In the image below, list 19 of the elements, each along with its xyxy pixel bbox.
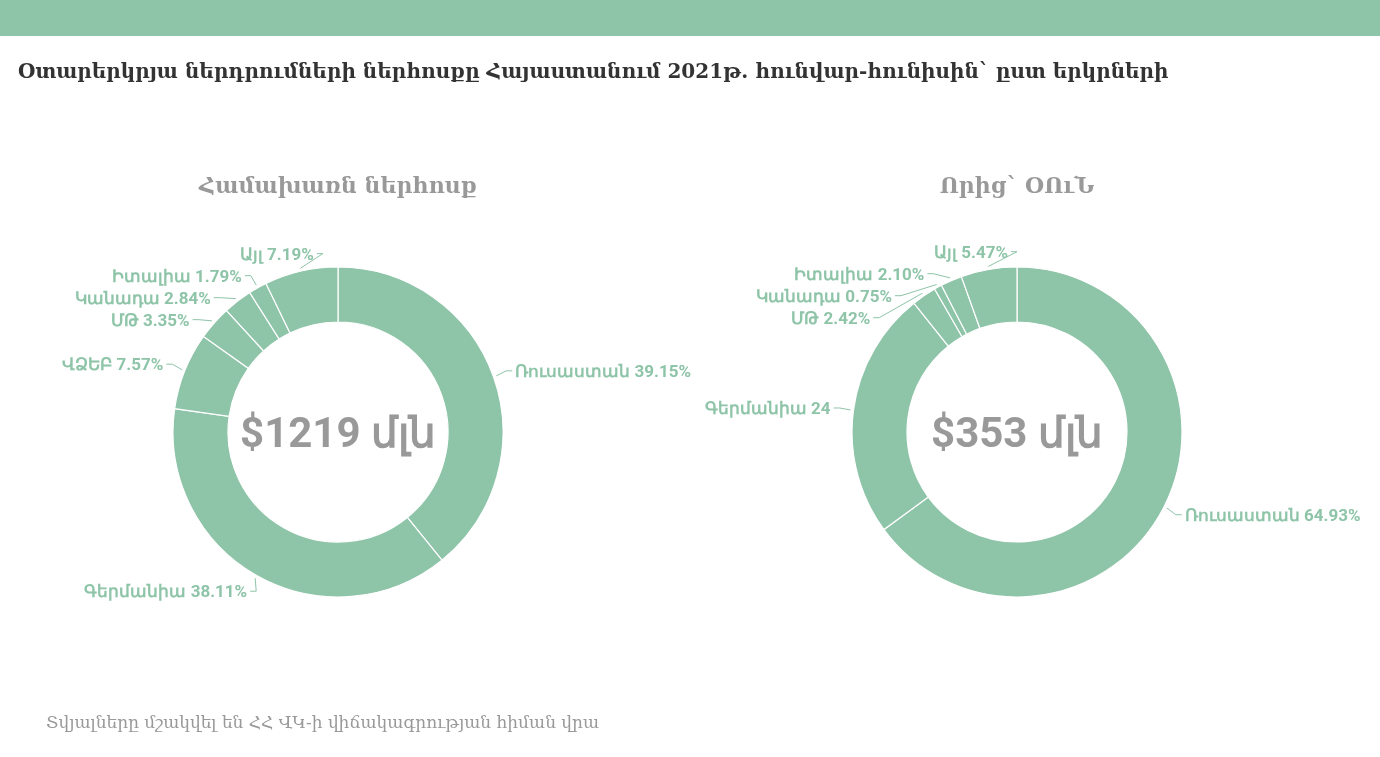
slice-label: Գերմանիա 24	[704, 397, 831, 418]
slice-label: Կանադա 0.75%	[755, 285, 892, 306]
slice-label: Իտալիա 1.79%	[111, 265, 242, 286]
chart-title: Օտարերկրյա ներդրումների ներհոսքը Հայաստանում 2021թ. հունվար-հունիսին` ըստ երկրների	[18, 59, 1169, 83]
slice-label: Այլ 5.47%	[934, 241, 1008, 262]
text: $1219 մլն	[240, 407, 436, 457]
slice-label: Գերմանիա 38.11%	[84, 581, 248, 602]
slice-label: ՎՁԵԲ 7.57%	[62, 354, 164, 375]
slice-label: ՄԹ 3.35%	[110, 309, 190, 330]
chart-subtitle: Համախառն ներհոսք	[198, 172, 477, 198]
chart-subtitle: Որից` ՕՈւՆ	[939, 172, 1095, 198]
text: Տվյալները մշակվել են ՀՀ ՎԿ-ի վիճակագրության հիման վրա	[46, 712, 600, 732]
text: $353 մլն	[931, 407, 1103, 457]
slice-label: Իտալիա 2.10%	[794, 263, 925, 284]
slice-label: Ռուսաստան 64.93%	[1184, 504, 1361, 525]
slice-label: Կանադա 2.84%	[74, 287, 211, 308]
slice-label: ՄԹ 2.42%	[791, 307, 871, 328]
slice-label: Այլ 7.19%	[239, 243, 314, 264]
slice-label: Ռուսաստան 39.15%	[515, 360, 691, 381]
